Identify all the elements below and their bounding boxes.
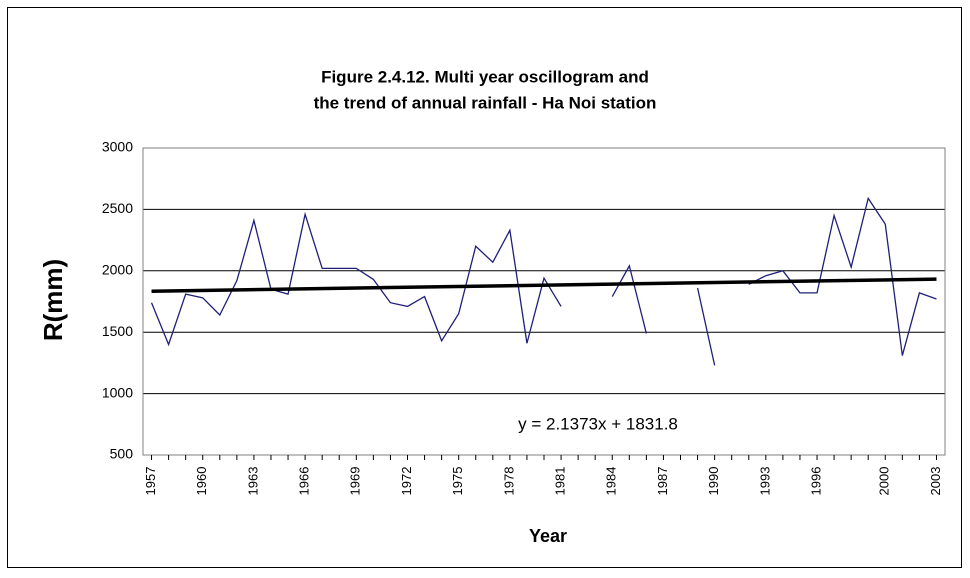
x-tick-label: 1960 (194, 467, 209, 496)
chart-title: the trend of annual rainfall - Ha Noi st… (314, 93, 657, 112)
y-tick-label: 2000 (102, 262, 133, 278)
x-tick-label: 1957 (143, 467, 158, 496)
x-tick-label: 2000 (877, 467, 892, 496)
x-tick-label: 1987 (655, 467, 670, 496)
y-tick-label: 1500 (102, 323, 133, 339)
x-tick-label: 1981 (553, 467, 568, 496)
x-tick-label: 1996 (808, 467, 823, 496)
x-tick-label: 1969 (348, 467, 363, 496)
data-line (150, 196, 937, 366)
trendline (151, 277, 937, 293)
x-tick-label: 1975 (450, 467, 465, 496)
y-tick-label: 1000 (102, 384, 133, 400)
y-tick-label: 3000 (102, 139, 133, 155)
x-axis-title: Year (529, 526, 567, 546)
trendline-equation: y = 2.1373x + 1831.8 (518, 414, 678, 433)
y-axis-title: R(mm) (38, 259, 68, 341)
x-tick-label: 1990 (706, 467, 721, 496)
x-tick-label: 1993 (757, 467, 772, 496)
x-tick-label: 1966 (297, 467, 312, 496)
x-tick-label: 2003 (928, 467, 943, 496)
y-tick-label: 500 (110, 446, 134, 462)
x-tick-label: 1984 (604, 467, 619, 496)
chart-title: Figure 2.4.12. Multi year oscillogram an… (321, 67, 649, 86)
y-tick-label: 2500 (102, 200, 133, 216)
x-tick-label: 1963 (245, 467, 260, 496)
x-tick-label: 1972 (399, 467, 414, 496)
x-tick-label: 1978 (501, 467, 516, 496)
